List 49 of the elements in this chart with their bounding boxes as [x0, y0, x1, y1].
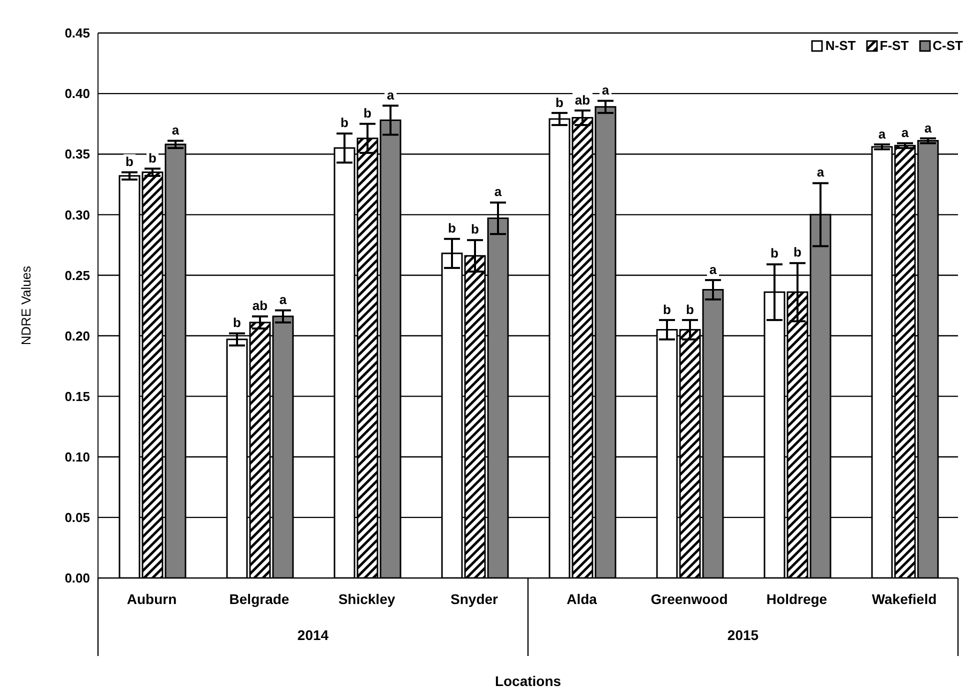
y-tick-label: 0.45: [64, 26, 90, 41]
data-label: b: [770, 246, 779, 261]
data-label: b: [448, 220, 456, 236]
data-label: a: [172, 122, 180, 138]
data-label: b: [663, 302, 672, 317]
data-label: ab: [252, 298, 268, 314]
data-label: b: [126, 154, 134, 170]
data-label: b: [364, 105, 372, 120]
legend-label: F-ST: [878, 38, 909, 53]
data-label: b: [794, 244, 802, 260]
text: 2015: [727, 627, 759, 643]
data-label: a: [816, 164, 825, 180]
y-tick-label: 0.35: [64, 146, 90, 162]
data-label: b: [686, 302, 694, 317]
data-label: a: [878, 126, 886, 142]
x-tick-label: Holdrege: [766, 591, 828, 607]
data-label: ab: [574, 92, 590, 108]
data-label: a: [602, 82, 610, 98]
data-label: b: [340, 115, 349, 130]
legend-label: C-ST: [932, 38, 963, 53]
data-label: b: [556, 94, 564, 110]
x-tick-label: Wakefield: [872, 591, 937, 607]
x-tick-label: Greenwood: [650, 591, 728, 607]
y-tick-label: 0.10: [64, 450, 90, 465]
y-tick-label: 0.20: [64, 328, 90, 344]
x-tick-label: Auburn: [126, 591, 177, 607]
y-tick-label: 0.00: [64, 570, 90, 586]
data-label: a: [709, 262, 718, 277]
y-tick-label: 0.05: [64, 510, 90, 526]
y-tick-label: 0.30: [64, 207, 90, 222]
x-tick-label: Alda: [566, 591, 598, 607]
legend-label: N-ST: [824, 38, 856, 53]
data-label: a: [279, 292, 288, 308]
x-tick-label: Belgrade: [229, 591, 290, 607]
y-axis-title: NDRE Values: [18, 265, 34, 346]
x-tick-label: Snyder: [450, 591, 499, 607]
x-axis-title: Locations: [494, 673, 562, 689]
text: 2014: [297, 627, 329, 643]
y-tick-label: 0.25: [64, 268, 90, 283]
y-tick-label: 0.40: [64, 86, 90, 102]
data-label: b: [471, 222, 480, 237]
data-label: a: [924, 120, 932, 136]
data-label: a: [494, 184, 502, 200]
data-label: b: [148, 150, 157, 166]
data-label: b: [233, 315, 242, 330]
data-label: a: [901, 125, 910, 140]
y-tick-label: 0.15: [64, 388, 90, 404]
data-label: a: [386, 87, 395, 102]
x-tick-label: Shickley: [338, 591, 396, 607]
